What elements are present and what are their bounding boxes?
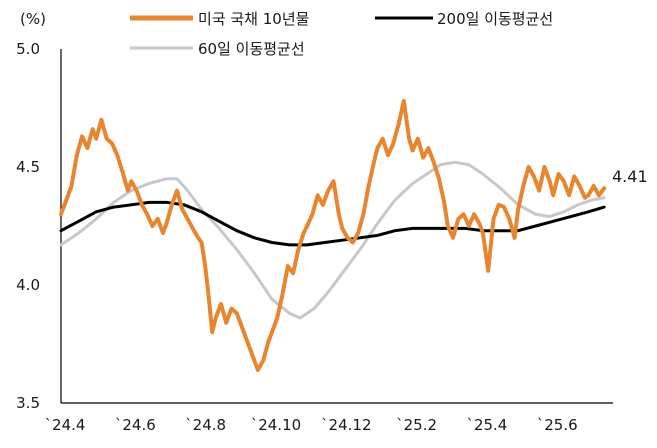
y-tick-labels: 5.0 4.5 4.0 3.5: [16, 40, 40, 412]
x-tick-label: `25.4: [466, 416, 507, 434]
x-tick-label: `24.8: [185, 416, 226, 434]
x-tick-label: `24.12: [321, 416, 371, 434]
legend-label-us10y: 미국 국채 10년물: [198, 10, 309, 28]
series-line-ma60: [59, 160, 606, 320]
x-tick-label: `25.6: [537, 416, 578, 434]
x-tick-label: `24.4: [45, 416, 86, 434]
series-lines: [59, 98, 607, 372]
x-tick-label: `24.10: [251, 416, 301, 434]
x-tick-labels: `24.4 `24.6 `24.8 `24.10 `24.12 `25.2 `2…: [45, 416, 578, 434]
unit-label: (%): [20, 10, 46, 28]
x-tick-label: `24.6: [115, 416, 156, 434]
end-value-label: 4.41: [612, 167, 648, 186]
y-tick-label: 4.5: [16, 158, 40, 176]
y-tick-label: 3.5: [16, 394, 40, 412]
legend-label-ma200: 200일 이동평균선: [437, 10, 553, 28]
x-tick-label: `25.2: [396, 416, 437, 434]
series-line-us10y: [59, 98, 607, 372]
legend: 미국 국채 10년물 200일 이동평균선 60일 이동평균선: [130, 10, 553, 58]
y-tick-label: 5.0: [16, 40, 40, 58]
y-tick-label: 4.0: [16, 276, 40, 294]
legend-label-ma60: 60일 이동평균선: [198, 40, 305, 58]
